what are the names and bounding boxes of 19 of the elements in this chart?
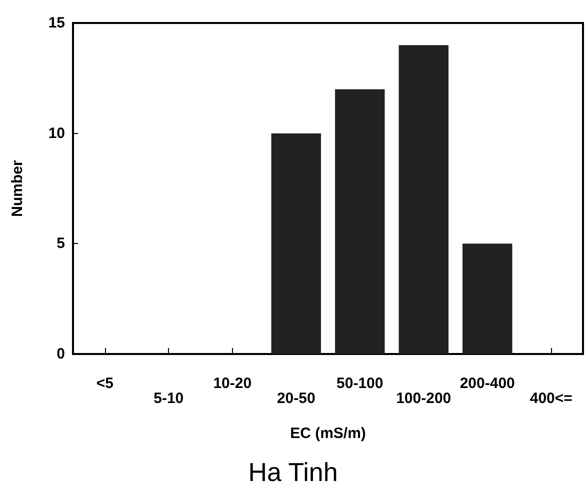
bar bbox=[398, 45, 448, 354]
x-tick-label: 20-50 bbox=[276, 390, 316, 407]
y-axis-title: Number bbox=[9, 160, 26, 217]
bar bbox=[335, 89, 385, 354]
x-tick-label: 200-400 bbox=[460, 375, 515, 392]
x-tick-label: 100-200 bbox=[396, 390, 452, 407]
text: Ha Tinh bbox=[248, 457, 338, 487]
x-axis-title: EC (mS/m) bbox=[290, 425, 366, 442]
x-tick-label: <5 bbox=[96, 375, 114, 392]
bar bbox=[271, 133, 321, 354]
y-tick-label: 10 bbox=[48, 124, 65, 142]
x-tick-label: 400<= bbox=[530, 390, 573, 407]
y-tick-label: 5 bbox=[56, 235, 65, 252]
x-tick-label: 5-10 bbox=[154, 390, 184, 407]
y-tick-label: 0 bbox=[56, 346, 65, 362]
x-tick-label: 50-100 bbox=[336, 375, 384, 392]
bar bbox=[462, 244, 512, 354]
x-tick-label: 10-20 bbox=[213, 375, 252, 392]
y-tick-label: 15 bbox=[48, 14, 65, 32]
